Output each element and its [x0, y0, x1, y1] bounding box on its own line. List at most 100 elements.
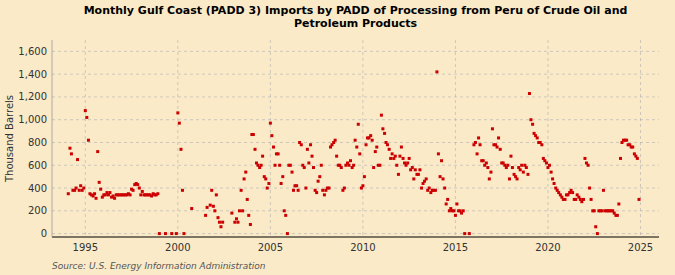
x-tick-label: 2000 [165, 242, 190, 253]
grid-line-y [52, 233, 659, 234]
point [369, 134, 372, 137]
point [596, 232, 599, 235]
point [386, 143, 389, 146]
point [383, 132, 386, 135]
point [252, 133, 255, 136]
point [526, 173, 529, 176]
point [240, 189, 243, 192]
point [76, 158, 79, 161]
y-tick-label: 200 [28, 205, 47, 216]
point [321, 189, 324, 192]
title: Monthly Gulf Coast (PADD 3) Imports by P… [84, 4, 628, 30]
point [442, 177, 445, 180]
grid-line-x [547, 40, 548, 237]
point [520, 164, 523, 167]
point [489, 171, 492, 174]
grid-line-x [270, 40, 271, 237]
point [601, 209, 604, 212]
point [506, 164, 509, 167]
point [176, 111, 179, 114]
point [355, 146, 358, 149]
point [266, 187, 269, 190]
point [317, 180, 320, 183]
points [67, 70, 641, 235]
point [391, 152, 394, 155]
source-note: Source: U.S. Energy Information Administ… [52, 261, 266, 271]
point [311, 155, 314, 158]
point [284, 214, 287, 217]
point [264, 177, 267, 180]
point [204, 214, 207, 217]
point [249, 223, 252, 226]
point [354, 139, 357, 142]
point [70, 152, 73, 155]
point [215, 193, 218, 196]
point [381, 127, 384, 130]
point [545, 161, 548, 164]
point [303, 166, 306, 169]
point [638, 198, 641, 201]
point [477, 136, 480, 139]
x-tick-label: 2020 [535, 242, 560, 253]
point [594, 225, 597, 228]
point [286, 232, 289, 235]
point [553, 182, 556, 185]
point [357, 123, 360, 126]
point [304, 187, 307, 190]
x-axis-line [52, 237, 659, 238]
point [531, 123, 534, 126]
grid-line-x [362, 40, 363, 237]
point [241, 209, 244, 212]
point [412, 177, 415, 180]
point [281, 175, 284, 178]
point [210, 189, 213, 192]
point [394, 155, 397, 158]
point [590, 198, 593, 201]
point [631, 146, 634, 149]
point [328, 187, 331, 190]
point [340, 166, 343, 169]
point [87, 139, 90, 142]
point [178, 122, 181, 125]
point [411, 166, 414, 169]
point [260, 164, 263, 167]
y-axis-label: Thousand Barrels [4, 95, 15, 183]
point [78, 189, 81, 192]
point [156, 192, 159, 195]
grid-line-y [52, 188, 659, 189]
point [482, 159, 485, 162]
point [435, 70, 438, 73]
point [540, 143, 543, 146]
point [479, 143, 482, 146]
point [235, 217, 238, 220]
y-tick-label: 400 [28, 183, 47, 194]
point [476, 152, 479, 155]
point [273, 164, 276, 167]
point [244, 171, 247, 174]
point [395, 164, 398, 167]
point [439, 175, 442, 178]
x-tick-label: 2025 [628, 242, 653, 253]
grid-line-y [52, 74, 659, 75]
background [0, 0, 675, 275]
point [446, 198, 449, 201]
y-tick-label: 1,200 [18, 91, 47, 102]
point [462, 209, 465, 212]
point [548, 164, 551, 167]
point [164, 232, 167, 235]
point [219, 225, 222, 228]
point [529, 118, 532, 121]
point [397, 173, 400, 176]
point [388, 148, 391, 151]
point [283, 209, 286, 212]
point [617, 202, 620, 205]
point [246, 198, 249, 201]
point [508, 177, 511, 180]
point [138, 187, 141, 190]
grid-line-y [52, 165, 659, 166]
point [619, 157, 622, 160]
point [408, 157, 411, 160]
grid-line-y [52, 119, 659, 120]
x-tick-label: 2005 [258, 242, 283, 253]
point [428, 187, 431, 190]
